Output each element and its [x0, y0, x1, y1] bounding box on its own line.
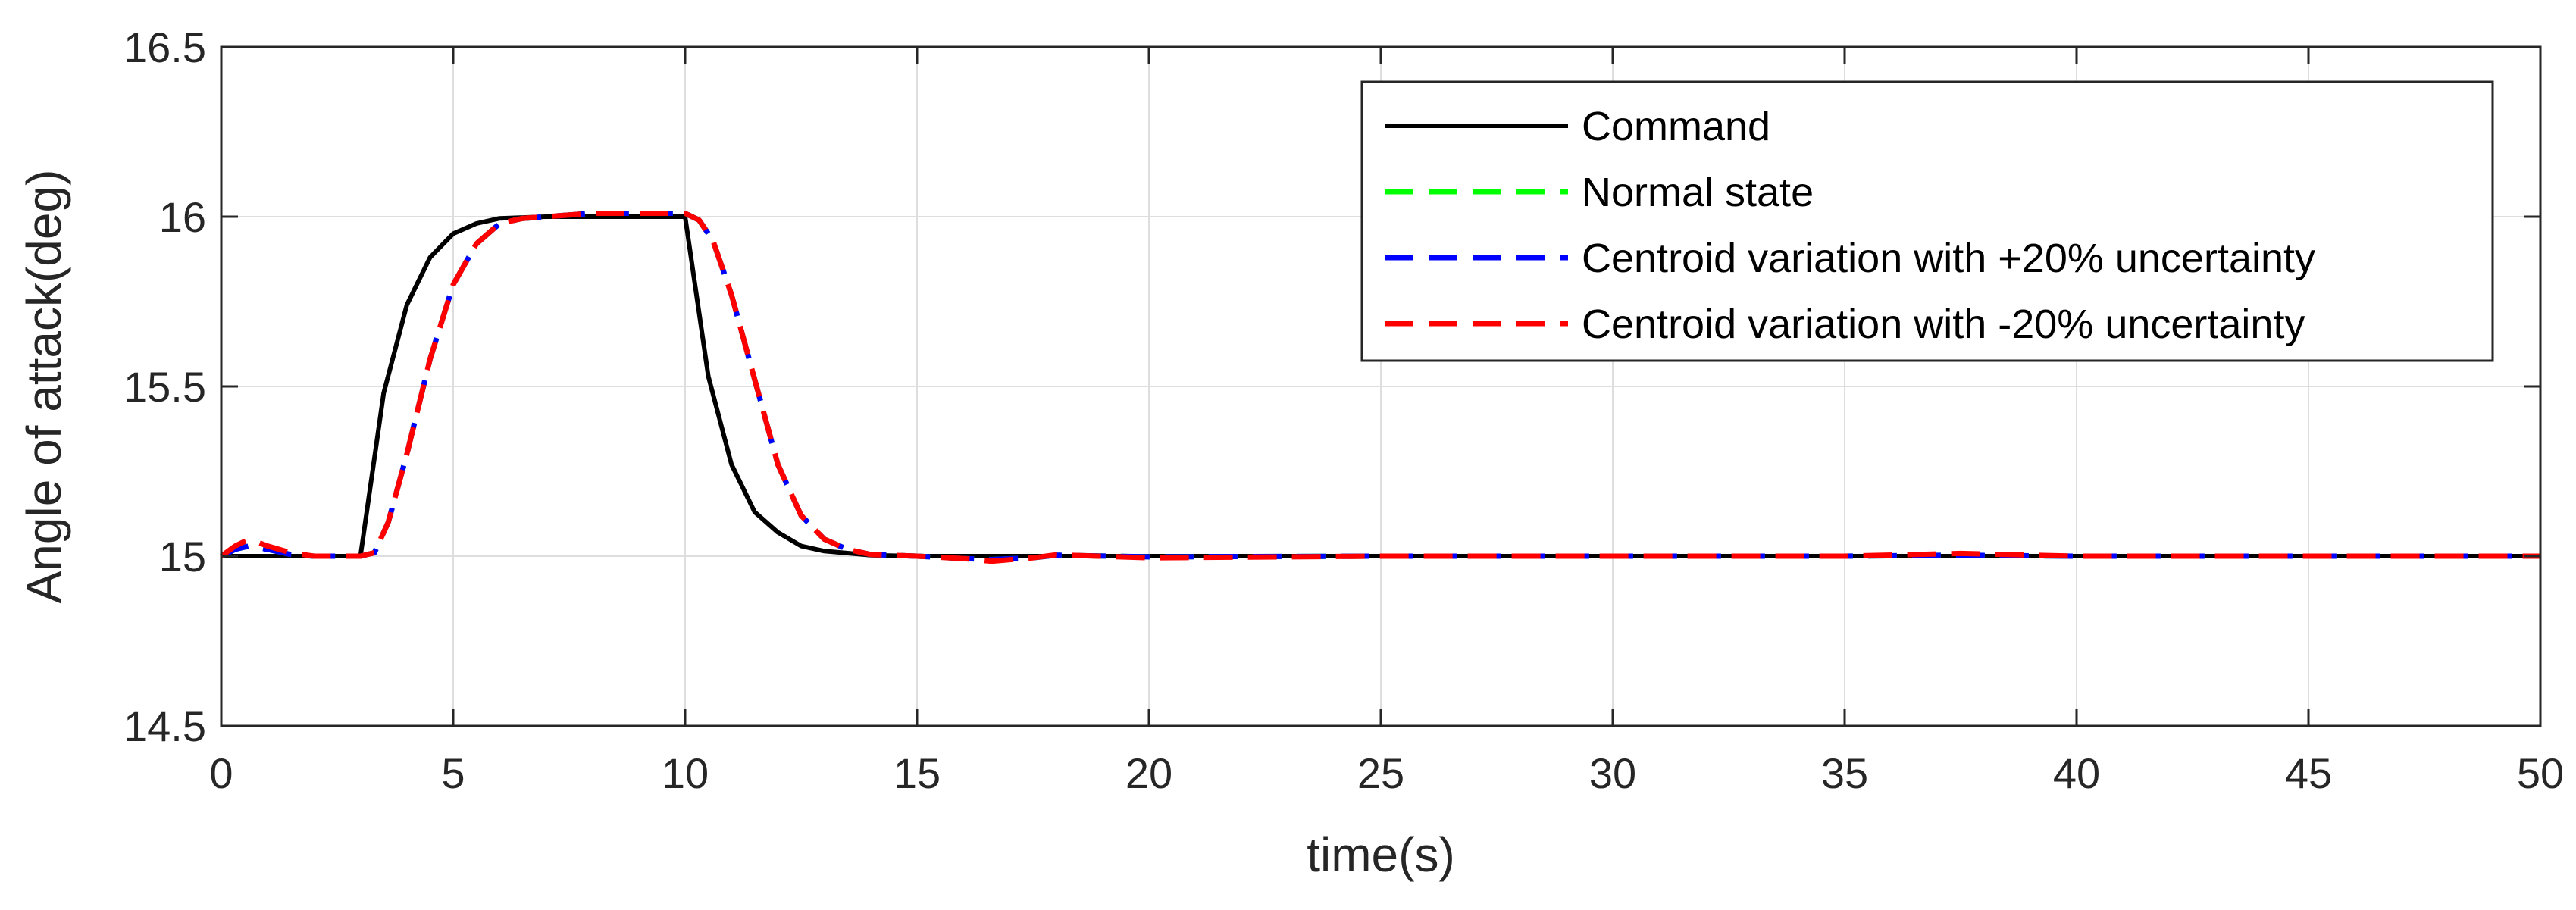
x-tick-label: 20 [1125, 749, 1172, 797]
y-axis-label: Angle of attack(deg) [17, 170, 71, 604]
x-axis-label: time(s) [1307, 827, 1455, 882]
y-tick-label: 16 [159, 193, 206, 241]
x-tick-label: 10 [662, 749, 709, 797]
y-tick-label: 15 [159, 533, 206, 580]
x-tick-label: 15 [894, 749, 941, 797]
legend-label-4: Centroid variation with -20% uncertainty [1582, 302, 2305, 347]
legend-label-3: Centroid variation with +20% uncertainty [1582, 236, 2315, 281]
series-lines [219, 211, 2540, 564]
legend-label-1: Command [1582, 104, 1770, 149]
x-tick-label: 45 [2285, 749, 2332, 797]
y-tick-label: 14.5 [124, 702, 206, 750]
tick-labels: 0 5 10 15 20 25 30 35 40 45 50 14.5 15 15.5 16 16.5 [124, 23, 2564, 797]
x-tick-label: 5 [441, 749, 465, 797]
x-tick-label: 50 [2517, 749, 2564, 797]
x-tick-label: 30 [1589, 749, 1636, 797]
series-line-4 [219, 211, 2540, 564]
legend-box [1360, 80, 2494, 362]
ticks [220, 45, 2542, 727]
x-tick-label: 25 [1357, 749, 1404, 797]
x-tick-label: 35 [1821, 749, 1868, 797]
series-line-1 [221, 214, 2540, 558]
legend: Command Normal state Centroid variation wi… [1360, 80, 2494, 362]
y-tick-label: 15.5 [124, 363, 206, 411]
legend-label-2: Normal state [1582, 170, 1814, 215]
x-tick-label: 0 [209, 749, 233, 797]
y-tick-label: 16.5 [124, 23, 206, 71]
x-tick-label: 40 [2053, 749, 2100, 797]
